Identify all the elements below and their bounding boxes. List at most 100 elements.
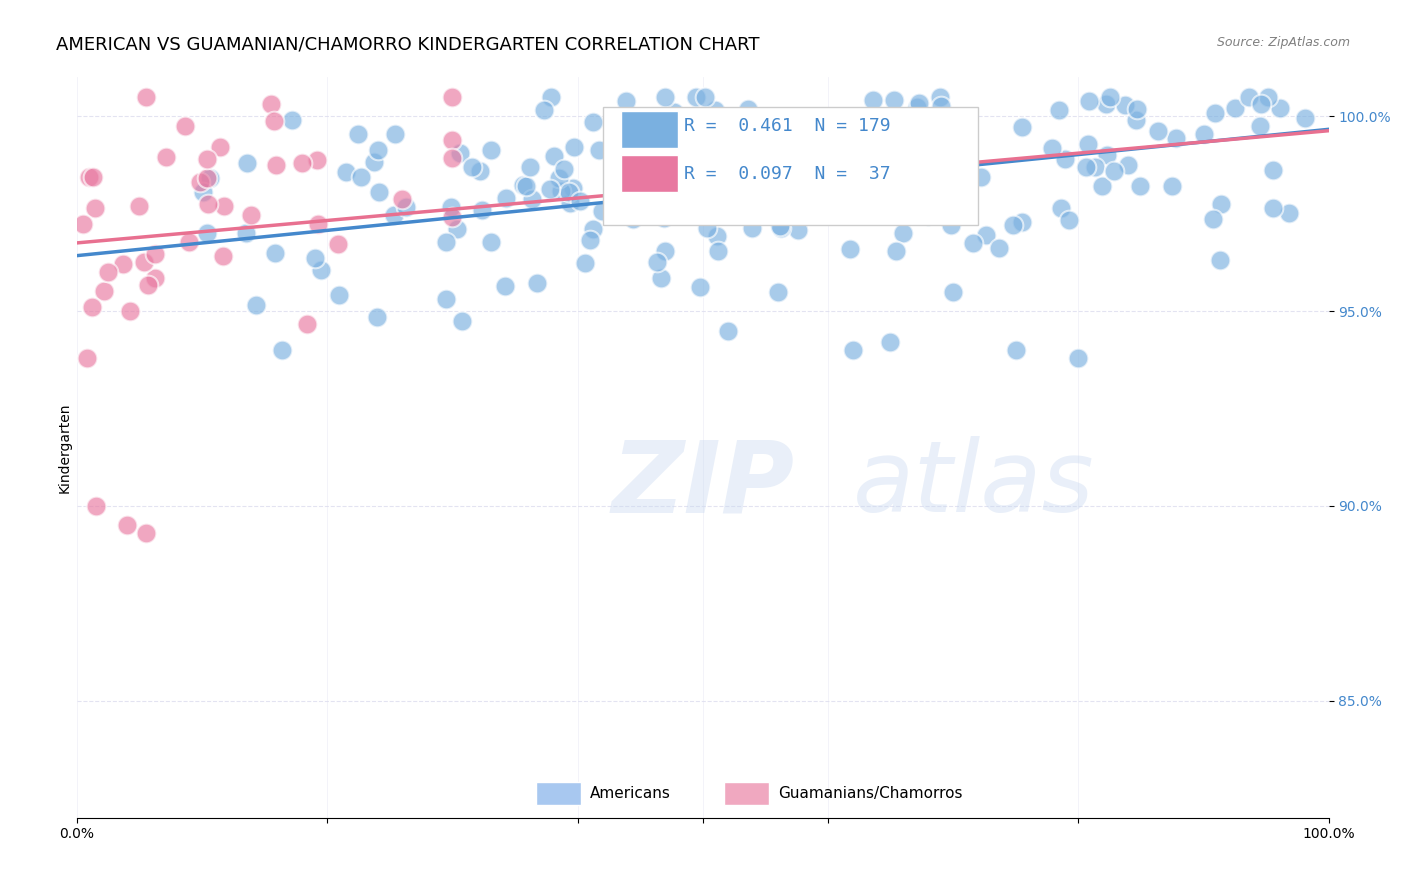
- Americans: [842, 343, 865, 358]
- Americans: [562, 181, 585, 195]
- Guamanians/Chamorros: [441, 211, 464, 225]
- Guamanians/Chamorros: [112, 257, 135, 271]
- Americans: [1102, 164, 1125, 178]
- Americans: [661, 164, 683, 178]
- Americans: [1116, 158, 1139, 172]
- Americans: [1202, 212, 1225, 227]
- Guamanians/Chamorros: [208, 140, 231, 154]
- Americans: [689, 280, 711, 294]
- Guamanians/Chamorros: [143, 270, 166, 285]
- Americans: [264, 246, 287, 260]
- Americans: [912, 150, 935, 164]
- Americans: [844, 133, 866, 147]
- Americans: [650, 271, 672, 285]
- Americans: [1047, 103, 1070, 118]
- Americans: [648, 144, 671, 158]
- Americans: [271, 343, 294, 357]
- Americans: [914, 114, 936, 128]
- Americans: [582, 114, 605, 128]
- Text: atlas: atlas: [853, 436, 1094, 533]
- Americans: [759, 169, 782, 183]
- Americans: [558, 185, 581, 199]
- Americans: [870, 200, 893, 214]
- Americans: [512, 178, 534, 192]
- Americans: [198, 171, 221, 186]
- Americans: [1059, 212, 1081, 227]
- Text: R =  0.461  N = 179: R = 0.461 N = 179: [683, 117, 890, 135]
- Americans: [934, 130, 956, 145]
- Guamanians/Chamorros: [80, 300, 103, 314]
- Americans: [1090, 179, 1112, 194]
- Americans: [942, 285, 965, 299]
- Americans: [588, 143, 610, 157]
- Americans: [304, 251, 326, 265]
- Americans: [645, 255, 668, 269]
- Guamanians/Chamorros: [135, 90, 157, 104]
- Americans: [862, 94, 884, 108]
- Guamanians/Chamorros: [84, 499, 107, 513]
- Americans: [1125, 113, 1147, 128]
- Guamanians/Chamorros: [441, 90, 464, 104]
- Americans: [1192, 127, 1215, 141]
- Americans: [540, 90, 562, 104]
- FancyBboxPatch shape: [603, 107, 979, 226]
- FancyBboxPatch shape: [724, 782, 769, 805]
- Americans: [678, 186, 700, 200]
- Americans: [891, 226, 914, 240]
- Americans: [918, 145, 941, 160]
- Americans: [737, 102, 759, 116]
- Guamanians/Chamorros: [307, 217, 329, 231]
- Americans: [382, 208, 405, 222]
- Guamanians/Chamorros: [240, 208, 263, 222]
- Guamanians/Chamorros: [441, 133, 464, 147]
- Text: Source: ZipAtlas.com: Source: ZipAtlas.com: [1216, 36, 1350, 49]
- Americans: [1126, 102, 1149, 116]
- Americans: [654, 244, 676, 258]
- Americans: [703, 103, 725, 118]
- Americans: [1257, 90, 1279, 104]
- Guamanians/Chamorros: [128, 199, 150, 213]
- Americans: [1263, 162, 1285, 177]
- Americans: [533, 103, 555, 118]
- Americans: [1250, 96, 1272, 111]
- Guamanians/Chamorros: [97, 265, 120, 279]
- Americans: [1294, 112, 1316, 126]
- Guamanians/Chamorros: [177, 235, 200, 249]
- Americans: [717, 324, 740, 338]
- Americans: [395, 200, 418, 214]
- Americans: [562, 140, 585, 154]
- Americans: [623, 211, 645, 226]
- Americans: [494, 278, 516, 293]
- Americans: [987, 241, 1010, 255]
- Americans: [706, 228, 728, 243]
- Americans: [346, 127, 368, 141]
- Americans: [495, 191, 517, 205]
- Americans: [1204, 105, 1226, 120]
- Americans: [853, 188, 876, 202]
- Americans: [1270, 101, 1292, 115]
- Americans: [591, 204, 613, 219]
- Americans: [787, 223, 810, 237]
- Americans: [662, 104, 685, 119]
- Y-axis label: Kindergarten: Kindergarten: [58, 402, 72, 492]
- Americans: [1054, 153, 1077, 167]
- Americans: [519, 160, 541, 174]
- Text: ZIP: ZIP: [612, 436, 794, 533]
- Americans: [1239, 90, 1261, 104]
- Guamanians/Chamorros: [295, 317, 318, 331]
- Americans: [526, 276, 548, 290]
- Americans: [236, 156, 259, 170]
- Americans: [886, 244, 908, 258]
- Guamanians/Chamorros: [326, 236, 349, 251]
- Americans: [654, 90, 676, 104]
- Text: Americans: Americans: [591, 786, 671, 801]
- Americans: [363, 154, 385, 169]
- Americans: [543, 149, 565, 163]
- Americans: [976, 228, 998, 243]
- Americans: [903, 129, 925, 144]
- Americans: [879, 335, 901, 350]
- Americans: [873, 172, 896, 186]
- Americans: [1223, 101, 1246, 115]
- Americans: [839, 242, 862, 256]
- Americans: [614, 95, 637, 109]
